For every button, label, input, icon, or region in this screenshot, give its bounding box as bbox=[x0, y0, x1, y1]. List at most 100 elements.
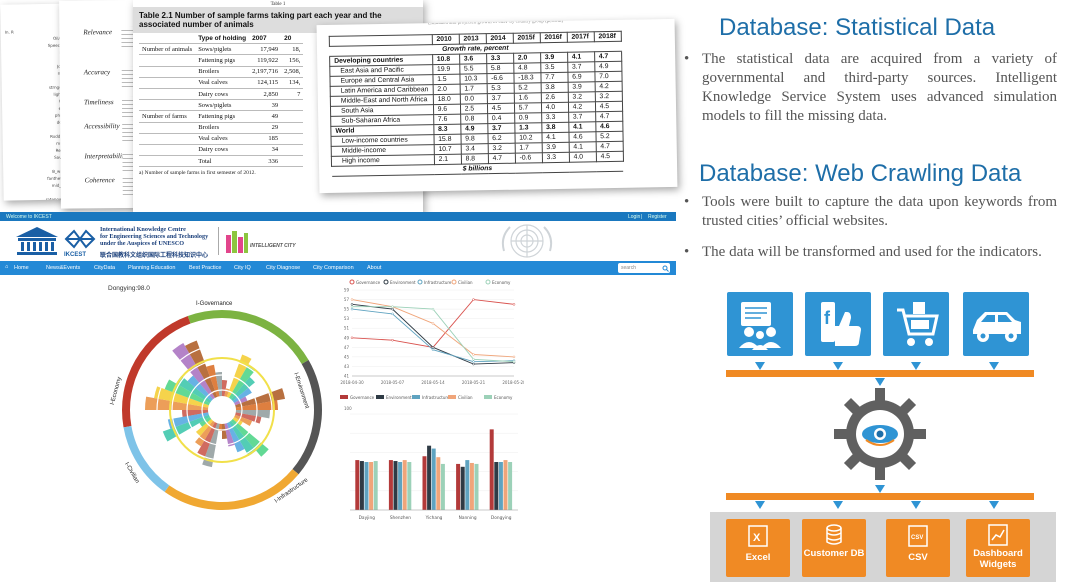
home-icon[interactable]: ⌂ bbox=[5, 264, 9, 270]
bar[interactable] bbox=[359, 461, 364, 510]
data-point[interactable] bbox=[431, 348, 435, 351]
radial-data-sector bbox=[195, 418, 214, 437]
nav-item-about[interactable]: About bbox=[367, 264, 382, 271]
bar[interactable] bbox=[494, 462, 499, 510]
data-point[interactable] bbox=[431, 346, 435, 349]
quality-label: Interpretability bbox=[84, 152, 128, 161]
org-line2: for Engineering Sciences and Technology bbox=[100, 233, 209, 240]
data-point[interactable] bbox=[472, 362, 475, 366]
data-point[interactable] bbox=[472, 358, 475, 361]
bar[interactable] bbox=[398, 462, 403, 510]
radial-gridline bbox=[171, 359, 273, 461]
legend-item[interactable]: Economy bbox=[485, 279, 511, 285]
data-point[interactable] bbox=[350, 305, 354, 308]
register-link[interactable]: Register bbox=[648, 214, 667, 220]
legend-item[interactable]: Economy bbox=[484, 395, 513, 400]
bar[interactable] bbox=[431, 448, 436, 510]
people-icon bbox=[739, 302, 781, 350]
data-point[interactable] bbox=[350, 336, 354, 340]
data-point[interactable] bbox=[431, 307, 435, 311]
nav-item-city-diagnose[interactable]: City Diagnose bbox=[266, 264, 301, 271]
ikcest-logo-icon bbox=[64, 229, 96, 249]
login-link[interactable]: Login bbox=[628, 214, 641, 220]
bar[interactable] bbox=[373, 461, 378, 510]
bar[interactable] bbox=[465, 460, 470, 510]
quality-label: Timeliness bbox=[83, 98, 114, 107]
legend-item[interactable]: Civilian bbox=[451, 279, 473, 285]
x-tick-label: Yichang bbox=[425, 515, 443, 521]
radial-data-sector bbox=[195, 420, 215, 447]
legend-item[interactable]: Infrastructure bbox=[417, 279, 452, 285]
search-input[interactable]: search bbox=[618, 263, 670, 273]
bar[interactable] bbox=[498, 462, 503, 510]
y-tick-label: 41 bbox=[344, 374, 350, 379]
series-line bbox=[351, 308, 515, 363]
bar[interactable] bbox=[460, 466, 465, 510]
source-transport bbox=[963, 292, 1029, 356]
data-point[interactable] bbox=[391, 338, 394, 342]
data-point[interactable] bbox=[391, 307, 394, 311]
output-csv: CSV CSV bbox=[886, 519, 950, 577]
bar[interactable] bbox=[407, 462, 412, 510]
quality-label: Coherence bbox=[84, 176, 115, 185]
data-point[interactable] bbox=[472, 298, 475, 301]
data-point[interactable] bbox=[512, 303, 516, 306]
table-row: Sows/piglets 39 bbox=[139, 99, 304, 112]
bar[interactable] bbox=[474, 463, 479, 510]
table-caption: Table 1 bbox=[270, 2, 286, 7]
bar[interactable] bbox=[503, 460, 508, 510]
data-point[interactable] bbox=[391, 305, 394, 308]
output-label: CSV bbox=[908, 552, 928, 563]
bar[interactable] bbox=[364, 462, 369, 510]
bar[interactable] bbox=[369, 462, 374, 510]
data-point[interactable] bbox=[391, 312, 394, 316]
x-tick-label: 2018-05-07 bbox=[381, 380, 405, 385]
x-tick-label: Shenzhen bbox=[390, 515, 411, 521]
table-row: Dairy cows 2,850 7 bbox=[139, 88, 304, 101]
legend-item[interactable]: Environment bbox=[383, 279, 416, 285]
y-tick-label: 59 bbox=[344, 288, 350, 293]
excel-file-icon: X bbox=[748, 525, 768, 547]
legend-item[interactable]: Environment bbox=[376, 395, 412, 400]
legend-item[interactable]: Infrastructure bbox=[412, 395, 450, 400]
bar[interactable] bbox=[456, 463, 461, 510]
data-point[interactable] bbox=[512, 355, 516, 359]
bar-chart: Governance Environment Infrastructure Civil… bbox=[340, 395, 518, 521]
bar[interactable] bbox=[355, 460, 360, 510]
nav-item-citydata[interactable]: CityData bbox=[94, 264, 116, 271]
data-point[interactable] bbox=[350, 298, 354, 301]
data-point[interactable] bbox=[472, 353, 475, 356]
legend-item[interactable]: Civilian bbox=[448, 395, 473, 400]
data-point[interactable] bbox=[512, 360, 516, 363]
nav-item-city-comparison[interactable]: City Comparison bbox=[313, 264, 354, 271]
legend-item[interactable]: Governance bbox=[340, 395, 375, 400]
bar[interactable] bbox=[402, 460, 407, 510]
y-tick-label: 45 bbox=[344, 354, 350, 359]
bar[interactable] bbox=[508, 462, 513, 510]
data-point[interactable] bbox=[350, 307, 354, 311]
nav-item-best-practice[interactable]: Best Practice bbox=[189, 264, 222, 271]
data-point[interactable] bbox=[472, 360, 475, 363]
bar[interactable] bbox=[440, 463, 445, 510]
nav-item-planning-education[interactable]: Planning Education bbox=[128, 264, 176, 271]
radial-ring-segment bbox=[123, 425, 170, 492]
data-point[interactable] bbox=[431, 322, 435, 325]
y-tick-label: 55 bbox=[344, 307, 350, 312]
legend-item[interactable]: Governance bbox=[349, 279, 381, 285]
bar[interactable] bbox=[422, 456, 427, 510]
svg-text:Environment: Environment bbox=[386, 395, 412, 400]
bar[interactable] bbox=[436, 457, 441, 510]
svg-text:Environment: Environment bbox=[390, 280, 416, 285]
nav-item-city-iq[interactable]: City IQ bbox=[234, 264, 251, 271]
bar[interactable] bbox=[427, 445, 432, 510]
bar[interactable] bbox=[388, 460, 393, 510]
radial-data-sector bbox=[162, 414, 210, 442]
svg-text:Infrastructure: Infrastructure bbox=[424, 280, 452, 285]
bar[interactable] bbox=[393, 461, 398, 510]
data-point[interactable] bbox=[350, 303, 354, 306]
nav-item-home[interactable]: Home bbox=[14, 264, 29, 271]
nav-item-news-events[interactable]: News&Events bbox=[46, 264, 81, 271]
bar[interactable] bbox=[489, 429, 494, 510]
search-icon[interactable] bbox=[662, 265, 669, 272]
bar[interactable] bbox=[469, 462, 474, 510]
